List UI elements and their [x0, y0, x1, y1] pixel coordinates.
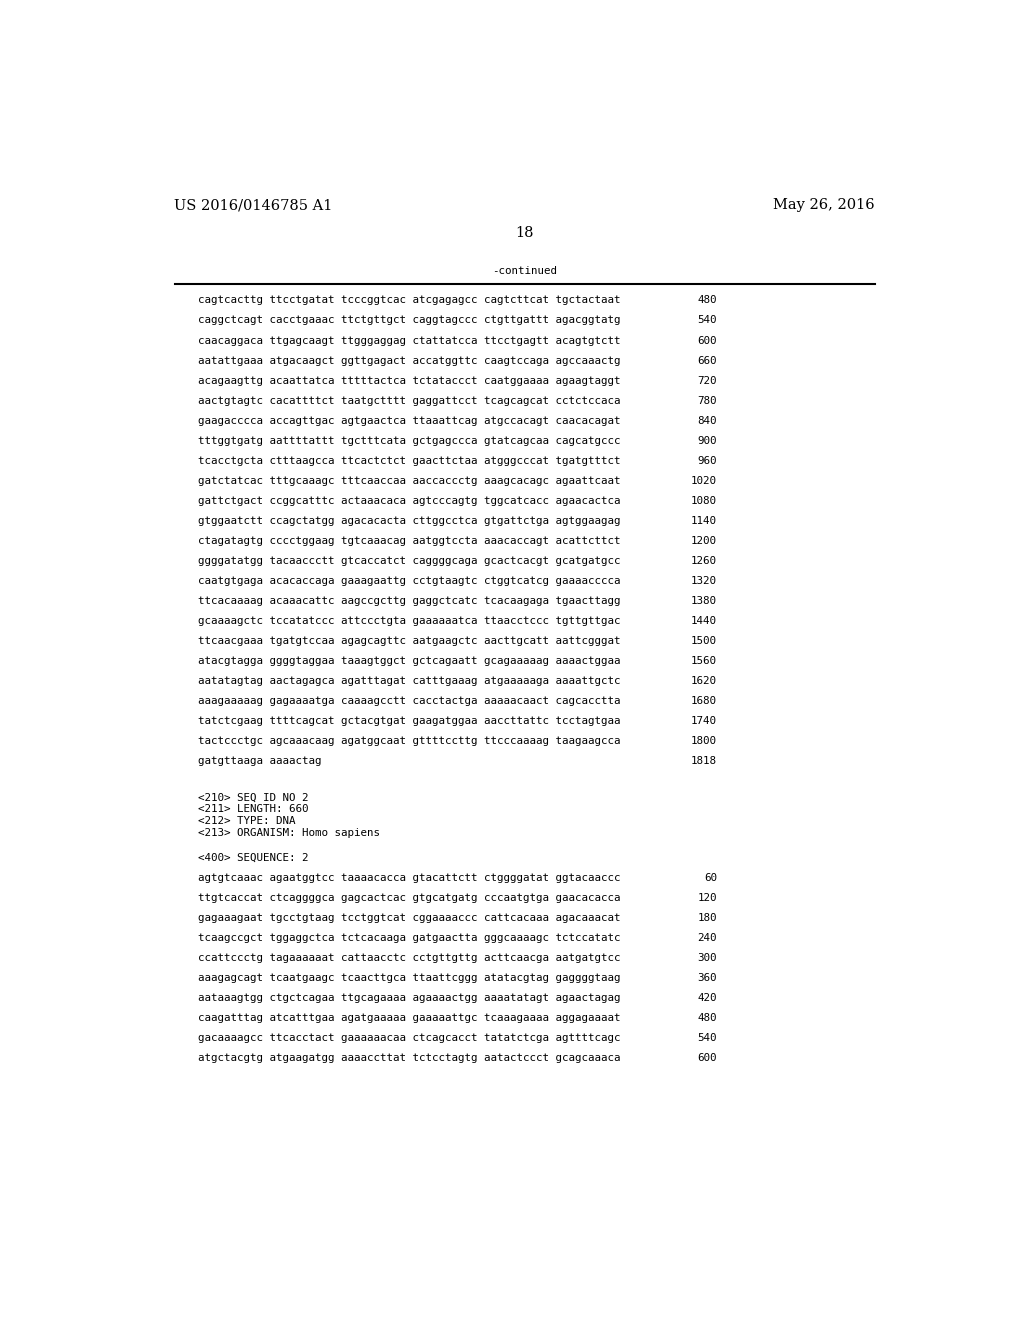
Text: caacaggaca ttgagcaagt ttgggaggag ctattatcca ttcctgagtt acagtgtctt: caacaggaca ttgagcaagt ttgggaggag ctattat… [198, 335, 621, 346]
Text: gagaaagaat tgcctgtaag tcctggtcat cggaaaaccc cattcacaaa agacaaacat: gagaaagaat tgcctgtaag tcctggtcat cggaaaa… [198, 913, 621, 923]
Text: 600: 600 [697, 335, 717, 346]
Text: 360: 360 [697, 973, 717, 983]
Text: acagaagttg acaattatca tttttactca tctataccct caatggaaaa agaagtaggt: acagaagttg acaattatca tttttactca tctatac… [198, 376, 621, 385]
Text: 540: 540 [697, 1034, 717, 1043]
Text: <210> SEQ ID NO 2: <210> SEQ ID NO 2 [198, 793, 308, 803]
Text: 1560: 1560 [691, 656, 717, 665]
Text: aatatagtag aactagagca agatttagat catttgaaag atgaaaaaga aaaattgctc: aatatagtag aactagagca agatttagat catttga… [198, 676, 621, 686]
Text: caatgtgaga acacaccaga gaaagaattg cctgtaagtc ctggtcatcg gaaaacccca: caatgtgaga acacaccaga gaaagaattg cctgtaa… [198, 576, 621, 586]
Text: 900: 900 [697, 436, 717, 446]
Text: 1440: 1440 [691, 615, 717, 626]
Text: 1818: 1818 [691, 756, 717, 766]
Text: gacaaaagcc ttcacctact gaaaaaacaa ctcagcacct tatatctcga agttttcagc: gacaaaagcc ttcacctact gaaaaaacaa ctcagca… [198, 1034, 621, 1043]
Text: gatctatcac tttgcaaagc tttcaaccaa aaccaccctg aaagcacagc agaattcaat: gatctatcac tttgcaaagc tttcaaccaa aaccacc… [198, 475, 621, 486]
Text: tcacctgcta ctttaagcca ttcactctct gaacttctaa atgggcccat tgatgtttct: tcacctgcta ctttaagcca ttcactctct gaacttc… [198, 455, 621, 466]
Text: 18: 18 [515, 226, 535, 240]
Text: tcaagccgct tggaggctca tctcacaaga gatgaactta gggcaaaagc tctccatatc: tcaagccgct tggaggctca tctcacaaga gatgaac… [198, 933, 621, 942]
Text: tatctcgaag ttttcagcat gctacgtgat gaagatggaa aaccttattc tcctagtgaa: tatctcgaag ttttcagcat gctacgtgat gaagatg… [198, 715, 621, 726]
Text: 60: 60 [705, 873, 717, 883]
Text: 840: 840 [697, 416, 717, 425]
Text: 720: 720 [697, 376, 717, 385]
Text: 1680: 1680 [691, 696, 717, 706]
Text: ttgtcaccat ctcaggggca gagcactcac gtgcatgatg cccaatgtga gaacacacca: ttgtcaccat ctcaggggca gagcactcac gtgcatg… [198, 892, 621, 903]
Text: 1140: 1140 [691, 516, 717, 525]
Text: 540: 540 [697, 315, 717, 326]
Text: aactgtagtc cacattttct taatgctttt gaggattcct tcagcagcat cctctccaca: aactgtagtc cacattttct taatgctttt gaggatt… [198, 396, 621, 405]
Text: ccattccctg tagaaaaaat cattaacctc cctgttgttg acttcaacga aatgatgtcc: ccattccctg tagaaaaaat cattaacctc cctgttg… [198, 953, 621, 964]
Text: 660: 660 [697, 355, 717, 366]
Text: tttggtgatg aattttattt tgctttcata gctgagccca gtatcagcaa cagcatgccc: tttggtgatg aattttattt tgctttcata gctgagc… [198, 436, 621, 446]
Text: 1020: 1020 [691, 475, 717, 486]
Text: tactccctgc agcaaacaag agatggcaat gttttccttg ttcccaaaag taagaagcca: tactccctgc agcaaacaag agatggcaat gttttcc… [198, 737, 621, 746]
Text: 480: 480 [697, 1014, 717, 1023]
Text: aataaagtgg ctgctcagaa ttgcagaaaa agaaaactgg aaaatatagt agaactagag: aataaagtgg ctgctcagaa ttgcagaaaa agaaaac… [198, 993, 621, 1003]
Text: ctagatagtg cccctggaag tgtcaaacag aatggtccta aaacaccagt acattcttct: ctagatagtg cccctggaag tgtcaaacag aatggtc… [198, 536, 621, 545]
Text: gatgttaaga aaaactag: gatgttaaga aaaactag [198, 756, 322, 766]
Text: 1620: 1620 [691, 676, 717, 686]
Text: ggggatatgg tacaaccctt gtcaccatct caggggcaga gcactcacgt gcatgatgcc: ggggatatgg tacaaccctt gtcaccatct caggggc… [198, 556, 621, 566]
Text: agtgtcaaac agaatggtcc taaaacacca gtacattctt ctggggatat ggtacaaccc: agtgtcaaac agaatggtcc taaaacacca gtacatt… [198, 873, 621, 883]
Text: atacgtagga ggggtaggaa taaagtggct gctcagaatt gcagaaaaag aaaactggaa: atacgtagga ggggtaggaa taaagtggct gctcaga… [198, 656, 621, 665]
Text: 1080: 1080 [691, 496, 717, 506]
Text: caagatttag atcatttgaa agatgaaaaa gaaaaattgc tcaaagaaaa aggagaaaat: caagatttag atcatttgaa agatgaaaaa gaaaaat… [198, 1014, 621, 1023]
Text: 1200: 1200 [691, 536, 717, 545]
Text: atgctacgtg atgaagatgg aaaaccttat tctcctagtg aatactccct gcagcaaaca: atgctacgtg atgaagatgg aaaaccttat tctccta… [198, 1053, 621, 1063]
Text: 480: 480 [697, 296, 717, 305]
Text: gcaaaagctc tccatatccc attccctgta gaaaaaatca ttaacctccc tgttgttgac: gcaaaagctc tccatatccc attccctgta gaaaaaa… [198, 615, 621, 626]
Text: 240: 240 [697, 933, 717, 942]
Text: 780: 780 [697, 396, 717, 405]
Text: aaagaaaaag gagaaaatga caaaagcctt cacctactga aaaaacaact cagcacctta: aaagaaaaag gagaaaatga caaaagcctt cacctac… [198, 696, 621, 706]
Text: 1320: 1320 [691, 576, 717, 586]
Text: caggctcagt cacctgaaac ttctgttgct caggtagccc ctgttgattt agacggtatg: caggctcagt cacctgaaac ttctgttgct caggtag… [198, 315, 621, 326]
Text: cagtcacttg ttcctgatat tcccggtcac atcgagagcc cagtcttcat tgctactaat: cagtcacttg ttcctgatat tcccggtcac atcgaga… [198, 296, 621, 305]
Text: 1500: 1500 [691, 636, 717, 645]
Text: <400> SEQUENCE: 2: <400> SEQUENCE: 2 [198, 853, 308, 863]
Text: gaagacccca accagttgac agtgaactca ttaaattcag atgccacagt caacacagat: gaagacccca accagttgac agtgaactca ttaaatt… [198, 416, 621, 425]
Text: 600: 600 [697, 1053, 717, 1063]
Text: May 26, 2016: May 26, 2016 [773, 198, 876, 213]
Text: US 2016/0146785 A1: US 2016/0146785 A1 [174, 198, 333, 213]
Text: 180: 180 [697, 913, 717, 923]
Text: <211> LENGTH: 660: <211> LENGTH: 660 [198, 804, 308, 814]
Text: gtggaatctt ccagctatgg agacacacta cttggcctca gtgattctga agtggaagag: gtggaatctt ccagctatgg agacacacta cttggcc… [198, 516, 621, 525]
Text: 300: 300 [697, 953, 717, 964]
Text: 120: 120 [697, 892, 717, 903]
Text: 1260: 1260 [691, 556, 717, 566]
Text: 1740: 1740 [691, 715, 717, 726]
Text: 1380: 1380 [691, 595, 717, 606]
Text: aatattgaaa atgacaagct ggttgagact accatggttc caagtccaga agccaaactg: aatattgaaa atgacaagct ggttgagact accatgg… [198, 355, 621, 366]
Text: 1800: 1800 [691, 737, 717, 746]
Text: ttcacaaaag acaaacattc aagccgcttg gaggctcatc tcacaagaga tgaacttagg: ttcacaaaag acaaacattc aagccgcttg gaggctc… [198, 595, 621, 606]
Text: <212> TYPE: DNA: <212> TYPE: DNA [198, 816, 295, 826]
Text: gattctgact ccggcatttc actaaacaca agtcccagtg tggcatcacc agaacactca: gattctgact ccggcatttc actaaacaca agtccca… [198, 496, 621, 506]
Text: aaagagcagt tcaatgaagc tcaacttgca ttaattcggg atatacgtag gaggggtaag: aaagagcagt tcaatgaagc tcaacttgca ttaattc… [198, 973, 621, 983]
Text: -continued: -continued [493, 267, 557, 276]
Text: 960: 960 [697, 455, 717, 466]
Text: <213> ORGANISM: Homo sapiens: <213> ORGANISM: Homo sapiens [198, 828, 380, 837]
Text: 420: 420 [697, 993, 717, 1003]
Text: ttcaacgaaa tgatgtccaa agagcagttc aatgaagctc aacttgcatt aattcgggat: ttcaacgaaa tgatgtccaa agagcagttc aatgaag… [198, 636, 621, 645]
